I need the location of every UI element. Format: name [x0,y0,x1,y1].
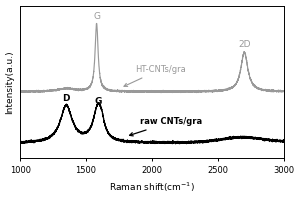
Text: G: G [93,12,100,21]
X-axis label: Raman shift(cm$^{-1}$): Raman shift(cm$^{-1}$) [109,181,195,194]
Text: 2D: 2D [238,40,250,49]
Text: D: D [62,94,70,103]
Y-axis label: Intensity(a.u.): Intensity(a.u.) [6,50,15,114]
Text: raw CNTs/gra: raw CNTs/gra [130,117,202,136]
Text: HT-CNTs/gra: HT-CNTs/gra [124,65,186,86]
Text: G: G [94,97,102,106]
